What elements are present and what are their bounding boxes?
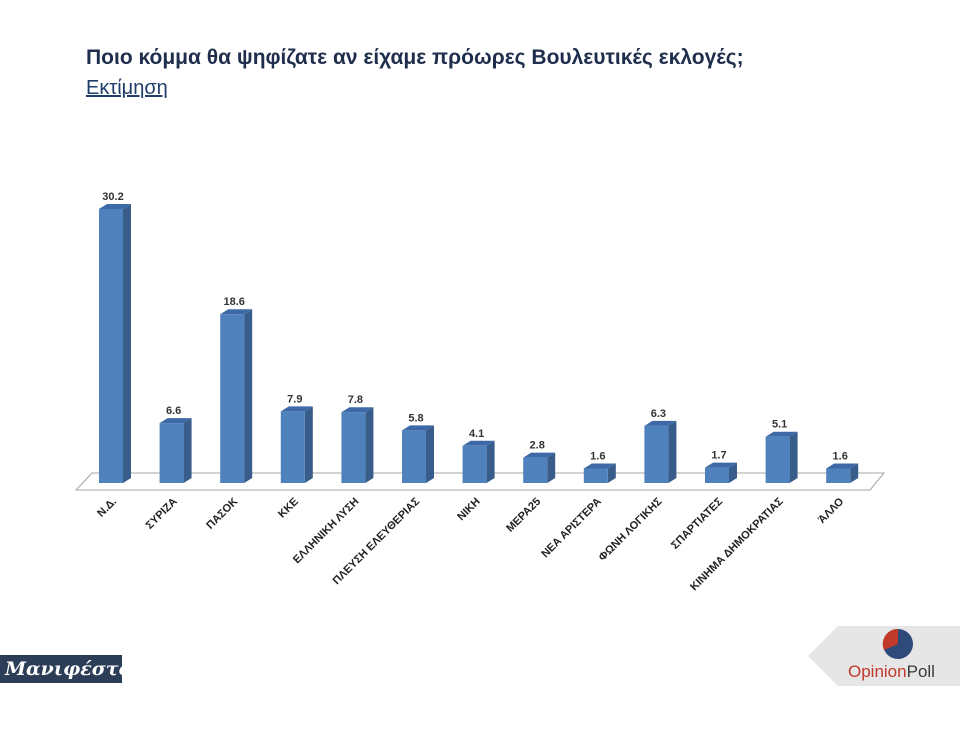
data-label: 4.1 [469,428,484,440]
category-label: ΆΛΛΟ [816,495,847,526]
bar-top-face [341,407,374,413]
pie-logo-slice-icon [882,628,898,650]
manifesto-logo: Μανιφέστο [0,655,131,683]
bar-side-face [547,452,556,483]
bar-top-face [644,420,677,426]
category-label: ΣΠΑΡΤΙΑΤΕΣ [669,495,725,551]
bar-top-face [99,204,131,209]
data-label: 2.8 [530,440,545,452]
data-label: 1.6 [833,450,848,462]
category-label: ΚΚΕ [276,496,301,521]
bar-front-face [462,445,487,483]
bar-top-face [583,463,616,469]
category-label: ΣΥΡΙΖΑ [144,496,180,532]
bar-top-face [523,452,556,458]
bar-side-face [850,463,859,483]
category-label: ΜΕΡΑ25 [504,496,543,535]
category-label: Ν.Δ. [95,496,119,520]
bar-10 [644,420,677,483]
category-label: ΦΩΝΗ ΛΟΓΙΚΗΣ [597,495,665,563]
data-labels: 30.2 6.6 18.6 7.9 7.8 5.8 4.1 2.8 1.6 6.3 1.7 5.1 1.… [102,191,848,462]
category-label: ΝΙΚΗ [455,496,483,524]
bar-4 [280,406,313,483]
bar-2 [159,418,192,483]
bar-side-face [607,463,616,483]
logo-text-poll: Poll [906,662,935,681]
bar-3 [220,309,253,483]
bar-side-face [183,418,192,483]
bar-side-face [426,425,434,483]
bar-top-face [159,418,192,424]
data-label: 6.3 [651,408,666,420]
data-label: 1.6 [590,450,605,462]
bar-top-face [402,425,434,431]
bar-side-face [668,420,677,483]
opinionpoll-logo-background [808,626,960,686]
bar-side-face [729,462,737,483]
bars [99,204,859,483]
data-label: 6.6 [166,405,181,417]
bar-chart: 30.2 6.6 18.6 7.9 7.8 5.8 4.1 2.8 1.6 6.3 1.7 5.1 1.… [74,191,886,593]
chart-subtitle: Εκτίμηση [86,77,168,99]
bar-front-face [99,209,123,483]
bar-front-face [523,457,548,483]
bar-top-face [462,440,495,446]
bar-side-face [123,204,131,483]
bar-top-face [765,431,798,437]
manifesto-logo-text: Μανιφέστο [5,658,132,680]
bar-8 [523,452,556,483]
bar-top-face [705,462,737,468]
chart-title: Ποιο κόμμα θα ψηφίζατε αν είχαμε πρόωρες… [86,46,744,69]
category-label: ΠΑΣΟΚ [204,496,240,532]
category-label: ΕΛΛΗΝΙΚΗ ΛΥΣΗ [291,496,362,567]
bar-side-face [365,407,374,483]
bar-6 [402,425,434,483]
bar-11 [705,462,737,483]
bar-7 [462,440,495,483]
bar-front-face [705,467,729,483]
data-label: 30.2 [102,191,123,203]
bar-top-face [826,463,859,469]
logo-arrow-shape [808,626,960,686]
bar-front-face [402,430,426,483]
bar-side-face [244,309,253,483]
bar-front-face [280,411,305,483]
data-label: 7.9 [287,393,302,405]
logo-text-opinion: Opinion [848,662,907,681]
bar-side-face [789,431,798,483]
bar-front-face [159,423,184,483]
opinionpoll-logo-text: OpinionPoll [848,662,935,682]
bar-1 [99,204,131,483]
bar-front-face [341,412,366,483]
bar-13 [826,463,859,483]
data-label: 18.6 [223,296,244,308]
bar-front-face [644,425,669,483]
data-label: 1.7 [711,450,726,462]
data-label: 7.8 [348,394,363,406]
data-label: 5.8 [408,412,423,424]
bar-5 [341,407,374,483]
bar-front-face [765,436,790,483]
bar-top-face [280,406,313,412]
data-label: 5.1 [772,419,787,431]
bar-side-face [304,406,313,483]
bar-12 [765,431,798,483]
bar-9 [583,463,616,483]
bar-front-face [583,468,608,483]
bar-front-face [220,314,245,483]
category-label: ΝΕΑ ΑΡΙΣΤΕΡΑ [539,496,604,561]
bar-top-face [220,309,253,315]
bar-front-face [826,468,851,483]
bar-side-face [486,440,495,483]
